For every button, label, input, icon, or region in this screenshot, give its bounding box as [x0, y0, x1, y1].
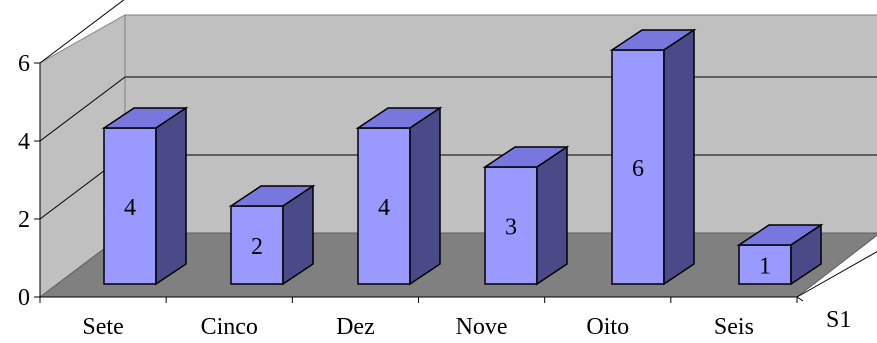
depth-axis-line: [796, 251, 877, 298]
bar-front: [484, 166, 538, 285]
data-label: 1: [759, 254, 771, 280]
bar: 4: [355, 106, 443, 286]
bar: 6: [609, 28, 697, 286]
data-label: 6: [632, 156, 644, 182]
y-tick-label: 4: [18, 129, 30, 155]
depth-tick-mark: [796, 296, 804, 302]
bar: 4: [101, 106, 189, 286]
bar: 1: [736, 223, 824, 286]
bar: 3: [482, 145, 570, 286]
bar-side: [790, 223, 822, 286]
data-label: 3: [505, 215, 517, 241]
bar: 2: [228, 184, 316, 286]
bar-side: [155, 106, 187, 286]
bar-side: [663, 28, 695, 286]
bar-side: [409, 106, 441, 286]
bar-side: [282, 184, 314, 286]
series-axis-label: S1: [826, 307, 851, 333]
y-tick-label: 2: [18, 207, 30, 233]
bar-front: [738, 244, 792, 285]
x-tick-label: Dez: [336, 314, 375, 340]
side-gridline: [39, 0, 125, 64]
data-label: 2: [251, 234, 263, 260]
x-tick-label: Sete: [82, 314, 123, 340]
side-gridline: [39, 76, 126, 142]
y-axis: 0 2 4 6: [18, 51, 41, 311]
bars: 4 2 4 3 6 1: [101, 28, 824, 286]
x-tick-label: Cinco: [201, 314, 258, 340]
x-tick-label: Seis: [714, 314, 754, 340]
bar-front: [103, 127, 157, 285]
bar-side: [536, 145, 568, 286]
x-tick-label: Oito: [586, 314, 629, 340]
data-label: 4: [124, 195, 136, 221]
bar-front: [230, 205, 284, 285]
y-tick-label: 6: [18, 51, 30, 77]
x-axis: Sete Cinco Dez Nove Oito Seis: [39, 251, 877, 340]
x-tick-label: Nove: [456, 314, 508, 340]
y-tick-label: 0: [18, 285, 30, 311]
data-label: 4: [378, 195, 390, 221]
